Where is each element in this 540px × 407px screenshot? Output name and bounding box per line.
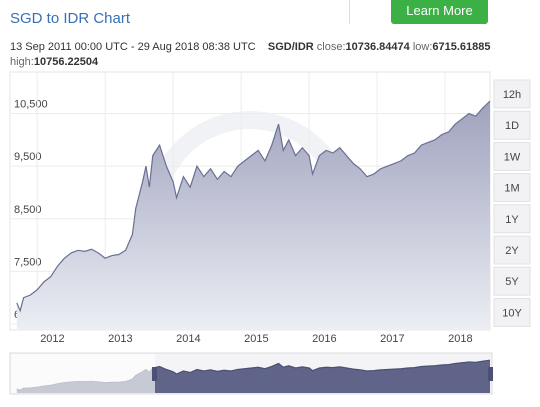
low: 6715.61885 xyxy=(432,41,491,53)
y-tick-label: 7,500 xyxy=(14,256,42,268)
navigator-handle xyxy=(488,367,493,381)
range-button[interactable] xyxy=(493,110,531,140)
navigator-handle xyxy=(152,367,157,381)
y-tick-label: 9,500 xyxy=(14,151,42,163)
x-tick-label: 2012 xyxy=(40,333,64,345)
range-button[interactable] xyxy=(493,173,531,203)
range-button-label: 1W xyxy=(504,151,521,163)
y-tick-label: 10,500 xyxy=(14,99,48,111)
range-button-label: 1D xyxy=(505,120,519,132)
x-tick-label: 2013 xyxy=(108,333,132,345)
date-range: 13 Sep 2011 00:00 UTC - 29 Aug 2018 08:3… xyxy=(10,41,256,53)
high: 10756.22504 xyxy=(33,56,99,68)
x-tick-label: 2014 xyxy=(176,333,200,345)
range-button-label: 5Y xyxy=(505,276,519,288)
range-button-label: 1Y xyxy=(505,214,519,226)
y-tick-label: 8,500 xyxy=(14,204,42,216)
close: 10736.84474 xyxy=(345,41,410,53)
title: SGD to IDR Chart xyxy=(10,10,131,27)
x-tick-label: 2015 xyxy=(244,333,268,345)
low-label: low: xyxy=(412,41,433,53)
navigator-unselected xyxy=(11,354,155,393)
pair: SGD/IDR xyxy=(267,41,314,53)
x-tick-label: 2018 xyxy=(448,333,472,345)
range-button[interactable] xyxy=(493,297,531,327)
area xyxy=(16,101,491,330)
range-button[interactable] xyxy=(493,266,531,296)
high-label: high: xyxy=(10,56,34,68)
range-button-label: 10Y xyxy=(502,307,522,319)
separator xyxy=(349,0,350,24)
close-label: close: xyxy=(316,41,346,53)
x-tick-label: 2017 xyxy=(380,333,404,345)
range-button-label: 1M xyxy=(504,183,519,195)
range-button-label: 12h xyxy=(503,89,521,101)
info: 13 Sep 2011 00:00 UTC - 29 Aug 2018 08:3… xyxy=(10,40,530,70)
range-button[interactable] xyxy=(493,204,531,234)
range-button-label: 2Y xyxy=(505,245,519,257)
learn-more-button[interactable]: Learn More xyxy=(391,0,488,24)
x-tick-label: 2016 xyxy=(312,333,336,345)
range-button[interactable] xyxy=(493,79,531,109)
range-button[interactable] xyxy=(493,141,531,171)
line xyxy=(16,100,491,313)
range-button[interactable] xyxy=(493,235,531,265)
